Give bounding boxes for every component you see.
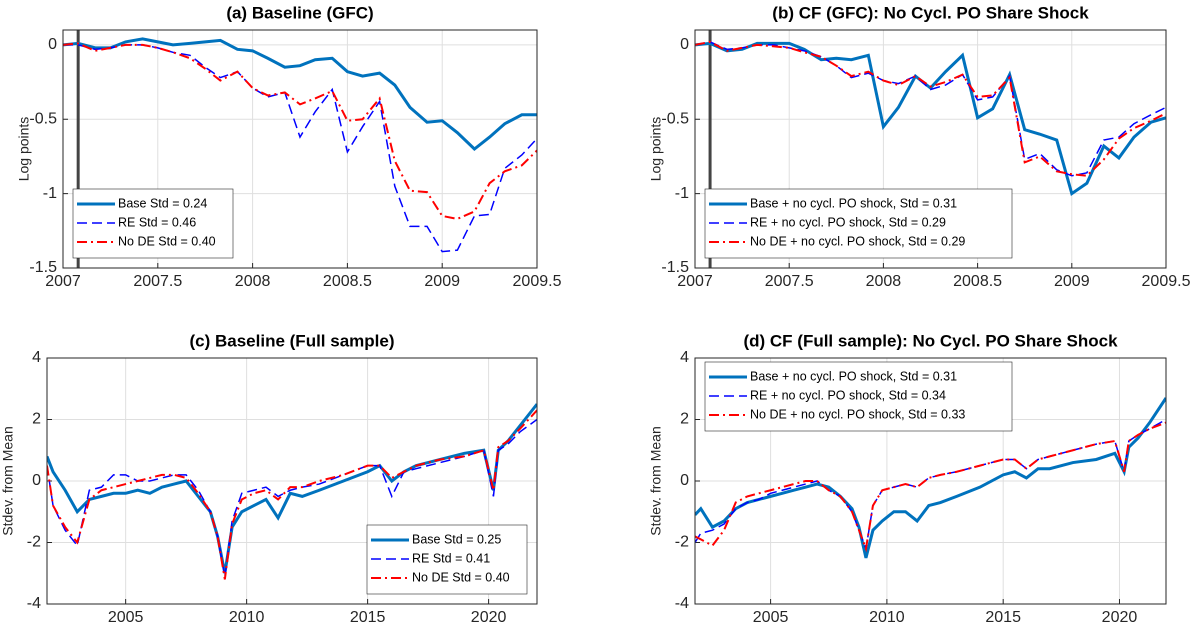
- y-tick-label: -1: [675, 185, 689, 202]
- series-line: [63, 37, 537, 151]
- y-axis-label: Log points: [16, 117, 32, 182]
- x-tick-label: 2020: [1102, 609, 1138, 626]
- x-tick-label: 2008.5: [323, 273, 372, 290]
- x-tick-label: 2009.5: [1142, 273, 1191, 290]
- chart-title: (c) Baseline (Full sample): [190, 331, 395, 350]
- legend-label: RE Std = 0.46: [118, 215, 196, 229]
- legend-label: Base + no cycl. PO shock, Std = 0.31: [750, 196, 957, 210]
- axes-box: [694, 357, 1167, 605]
- x-tick-label: 2008: [866, 273, 902, 290]
- series-line: [695, 397, 1166, 559]
- series-line: [47, 403, 537, 574]
- x-tick-label: 2007: [45, 273, 81, 290]
- legend-label: No DE Std = 0.40: [412, 570, 510, 584]
- y-tick-label: -2: [675, 534, 689, 551]
- y-tick-label: 0: [680, 472, 689, 489]
- x-tick-label: 2010: [869, 609, 905, 626]
- series-line: [695, 41, 1166, 177]
- legend-label: Base Std = 0.24: [118, 196, 207, 210]
- y-tick-label: -4: [27, 595, 41, 612]
- x-tick-label: 2020: [471, 609, 507, 626]
- x-tick-label: 2005: [108, 609, 144, 626]
- chart-title: (a) Baseline (GFC): [226, 3, 373, 22]
- x-tick-label: 2005: [753, 609, 789, 626]
- legend-box: [704, 361, 1013, 432]
- y-tick-label: 2: [680, 411, 689, 428]
- x-tick-label: 2007.5: [133, 273, 182, 290]
- x-tick-label: 2010: [229, 609, 265, 626]
- series-line: [695, 41, 1166, 197]
- y-tick-label: 0: [48, 36, 57, 53]
- x-tick-label: 2015: [350, 609, 386, 626]
- y-axis-label: Stdev. from Mean: [648, 426, 664, 535]
- legend-label: RE + no cycl. PO shock, Std = 0.34: [750, 388, 946, 402]
- y-tick-label: 2: [32, 411, 41, 428]
- y-tick-label: -1: [43, 185, 57, 202]
- y-tick-label: 4: [680, 349, 689, 366]
- y-tick-label: 4: [32, 349, 41, 366]
- legend-label: Base + no cycl. PO shock, Std = 0.31: [750, 369, 957, 383]
- y-tick-label: -4: [675, 595, 689, 612]
- legend-label: No DE + no cycl. PO shock, Std = 0.33: [750, 407, 965, 421]
- series-line: [47, 409, 537, 580]
- legend: Base + no cycl. PO shock, Std = 0.31 RE +…: [704, 188, 1013, 259]
- legend-label: Base Std = 0.25: [412, 532, 501, 546]
- axes-box: [46, 357, 538, 605]
- y-tick-label: -0.5: [661, 110, 689, 127]
- x-tick-label: 2007.5: [765, 273, 814, 290]
- y-tick-label: -0.5: [29, 110, 57, 127]
- series-line: [695, 421, 1166, 553]
- x-tick-label: 2009: [1054, 273, 1090, 290]
- legend-label: No DE + no cycl. PO shock, Std = 0.29: [750, 234, 965, 248]
- y-tick-label: -1.5: [29, 259, 57, 276]
- legend: Base Std = 0.24 RE Std = 0.46 No DE Std = …: [72, 188, 234, 259]
- y-tick-label: 0: [32, 472, 41, 489]
- y-tick-label: -1.5: [661, 259, 689, 276]
- panel: -4 -2 0 2 4 2005 2010 2015 2020 (d) CF (Full samp…: [648, 331, 1167, 626]
- x-tick-label: 2009: [424, 273, 460, 290]
- y-axis-label: Stdev. from Mean: [0, 426, 16, 535]
- x-tick-label: 2009.5: [513, 273, 562, 290]
- chart-title: (b) CF (GFC): No Cycl. PO Share Shock: [772, 3, 1089, 22]
- series-line: [695, 40, 1166, 177]
- legend-label: No DE Std = 0.40: [118, 234, 216, 248]
- x-tick-label: 2015: [985, 609, 1021, 626]
- y-tick-label: -2: [27, 534, 41, 551]
- x-tick-label: 2007: [677, 273, 713, 290]
- y-axis-label: Log points: [648, 117, 664, 182]
- y-tick-label: 0: [680, 36, 689, 53]
- series-line: [47, 418, 537, 577]
- chart-title: (d) CF (Full sample): No Cycl. PO Share …: [743, 331, 1118, 350]
- series-line: [63, 42, 537, 220]
- legend: Base + no cycl. PO shock, Std = 0.31 RE +…: [704, 361, 1013, 432]
- legend-label: RE + no cycl. PO shock, Std = 0.29: [750, 215, 946, 229]
- legend-label: RE Std = 0.41: [412, 551, 490, 565]
- x-tick-label: 2008.5: [953, 273, 1002, 290]
- axes-box: [62, 29, 538, 269]
- legend-box: [704, 188, 1013, 259]
- x-tick-label: 2008: [235, 273, 271, 290]
- legend: Base Std = 0.25 RE Std = 0.41 No DE Std = …: [366, 524, 528, 595]
- axes-box: [694, 29, 1167, 269]
- panel: -4 -2 0 2 4 2005 2010 2015 2020 (c) Baseline (Ful…: [0, 331, 538, 626]
